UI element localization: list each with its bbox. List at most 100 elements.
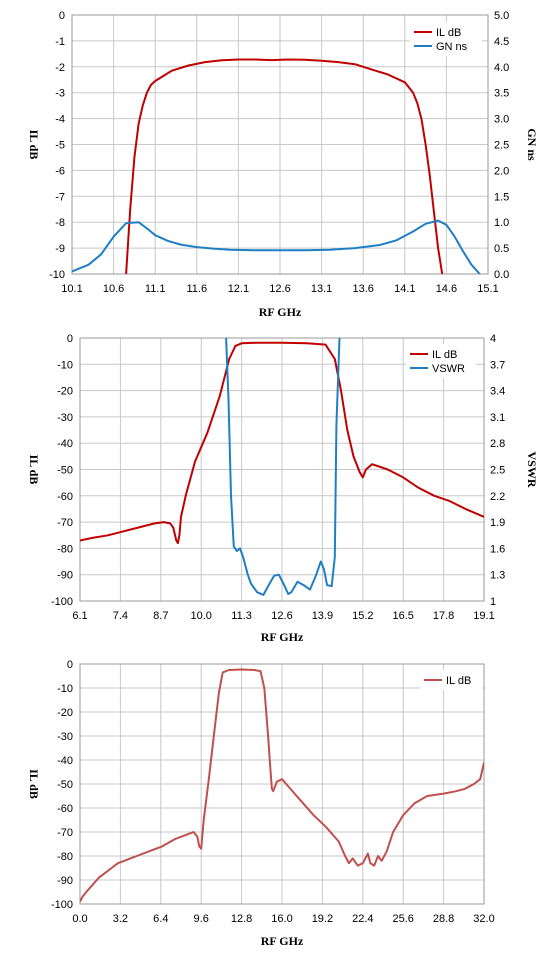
plot-frame bbox=[71, 14, 489, 275]
y-tick-label: -50 bbox=[57, 465, 73, 477]
y-tick-label: 0 bbox=[59, 10, 65, 22]
y-tick-label: -80 bbox=[57, 543, 73, 555]
x-tick-label: 8.7 bbox=[153, 610, 168, 622]
y-tick-label: -4 bbox=[55, 114, 65, 126]
y-tick-label: -70 bbox=[57, 517, 73, 529]
x-tick-label: 28.8 bbox=[433, 913, 454, 925]
x-tick-label: 16.5 bbox=[392, 610, 413, 622]
y-tick-label: -10 bbox=[57, 683, 73, 695]
y2-tick-label: 4.0 bbox=[494, 62, 509, 74]
y-tick-label: -2 bbox=[55, 62, 65, 74]
x-tick-label: 9.6 bbox=[194, 913, 209, 925]
x-tick-label: 22.4 bbox=[352, 913, 373, 925]
x-tick-label: 6.1 bbox=[72, 610, 87, 622]
y-tick-label: -5 bbox=[55, 140, 65, 152]
chart-2 bbox=[79, 337, 485, 602]
x-tick-label: 13.6 bbox=[352, 283, 373, 295]
x-tick-label: 10.0 bbox=[190, 610, 211, 622]
x-axis-title: RF GHz bbox=[261, 934, 304, 948]
x-tick-label: 17.8 bbox=[433, 610, 454, 622]
x-tick-label: 10.1 bbox=[61, 283, 82, 295]
y2-tick-label: 3.7 bbox=[490, 359, 505, 371]
y-tick-label: -40 bbox=[57, 755, 73, 767]
y2-tick-label: 1.0 bbox=[494, 217, 509, 229]
y2-tick-label: 2.2 bbox=[490, 491, 505, 503]
y-tick-label: -1 bbox=[55, 36, 65, 48]
y-tick-label: -10 bbox=[57, 359, 73, 371]
x-tick-label: 32.0 bbox=[473, 913, 494, 925]
y2-tick-label: 4.5 bbox=[494, 36, 509, 48]
x-tick-label: 12.1 bbox=[228, 283, 249, 295]
y2-tick-label: 0.0 bbox=[494, 269, 509, 281]
chart-1 bbox=[71, 14, 489, 275]
plot-frame bbox=[79, 663, 485, 905]
y-tick-label: -20 bbox=[57, 386, 73, 398]
y-tick-label: -40 bbox=[57, 438, 73, 450]
x-tick-label: 25.6 bbox=[392, 913, 413, 925]
x-tick-label: 0.0 bbox=[72, 913, 87, 925]
y2-axis-title: GN ns bbox=[525, 128, 539, 161]
series-line-gn-ns bbox=[72, 219, 481, 274]
y2-tick-label: 1.5 bbox=[494, 191, 509, 203]
y-tick-label: -30 bbox=[57, 731, 73, 743]
x-tick-label: 6.4 bbox=[153, 913, 168, 925]
y-tick-label: -7 bbox=[55, 191, 65, 203]
y-tick-label: -6 bbox=[55, 165, 65, 177]
legend-box bbox=[406, 344, 476, 378]
y-tick-label: -60 bbox=[57, 491, 73, 503]
legend-label: GN ns bbox=[436, 41, 468, 53]
x-tick-label: 19.2 bbox=[312, 913, 333, 925]
x-tick-label: 12.6 bbox=[269, 283, 290, 295]
x-axis-title: RF GHz bbox=[259, 305, 302, 319]
y-tick-label: -80 bbox=[57, 851, 73, 863]
x-tick-label: 12.8 bbox=[231, 913, 252, 925]
y-tick-label: -50 bbox=[57, 779, 73, 791]
y2-tick-label: 0.5 bbox=[494, 243, 509, 255]
x-tick-label: 7.4 bbox=[113, 610, 128, 622]
y-tick-label: -10 bbox=[49, 269, 65, 281]
y2-tick-label: 4 bbox=[490, 333, 496, 345]
y2-tick-label: 1.6 bbox=[490, 543, 505, 555]
x-tick-label: 12.6 bbox=[271, 610, 292, 622]
legend-box bbox=[420, 670, 482, 690]
y-axis-title: IL dB bbox=[27, 455, 41, 485]
x-tick-label: 11.1 bbox=[145, 283, 166, 295]
x-tick-label: 15.1 bbox=[477, 283, 498, 295]
y2-tick-label: 2.8 bbox=[490, 438, 505, 450]
series-line-il-db bbox=[125, 58, 444, 274]
series-line-il-db bbox=[80, 341, 484, 545]
y-tick-label: -90 bbox=[57, 570, 73, 582]
x-tick-label: 16.0 bbox=[271, 913, 292, 925]
y2-tick-label: 1.3 bbox=[490, 570, 505, 582]
y-tick-label: 0 bbox=[67, 659, 73, 671]
y2-tick-label: 1 bbox=[490, 596, 496, 608]
y-tick-label: -90 bbox=[57, 875, 73, 887]
series-line-vswr bbox=[225, 338, 341, 596]
y2-tick-label: 1.9 bbox=[490, 517, 505, 529]
x-tick-label: 11.3 bbox=[231, 610, 252, 622]
plot-frame bbox=[79, 337, 485, 602]
y2-tick-label: 3.0 bbox=[494, 114, 509, 126]
x-tick-label: 15.2 bbox=[352, 610, 373, 622]
y-axis-title: IL dB bbox=[27, 130, 41, 160]
y2-tick-label: 2.5 bbox=[494, 140, 509, 152]
series-line-il-db bbox=[80, 668, 484, 903]
legend-label: IL dB bbox=[436, 27, 461, 39]
x-tick-label: 10.6 bbox=[103, 283, 124, 295]
y2-tick-label: 2.5 bbox=[490, 465, 505, 477]
y-tick-label: -100 bbox=[51, 596, 73, 608]
legend-label: IL dB bbox=[432, 349, 457, 361]
x-tick-label: 13.1 bbox=[311, 283, 332, 295]
x-tick-label: 14.6 bbox=[436, 283, 457, 295]
legend-box bbox=[410, 22, 482, 56]
x-tick-label: 11.6 bbox=[187, 283, 208, 295]
y2-axis-title: VSWR bbox=[525, 451, 539, 487]
x-tick-label: 19.1 bbox=[473, 610, 494, 622]
y-tick-label: -30 bbox=[57, 412, 73, 424]
y-tick-label: -60 bbox=[57, 803, 73, 815]
y2-tick-label: 5.0 bbox=[494, 10, 509, 22]
x-tick-label: 3.2 bbox=[113, 913, 128, 925]
y2-tick-label: 2.0 bbox=[494, 165, 509, 177]
y-tick-label: -3 bbox=[55, 88, 65, 100]
